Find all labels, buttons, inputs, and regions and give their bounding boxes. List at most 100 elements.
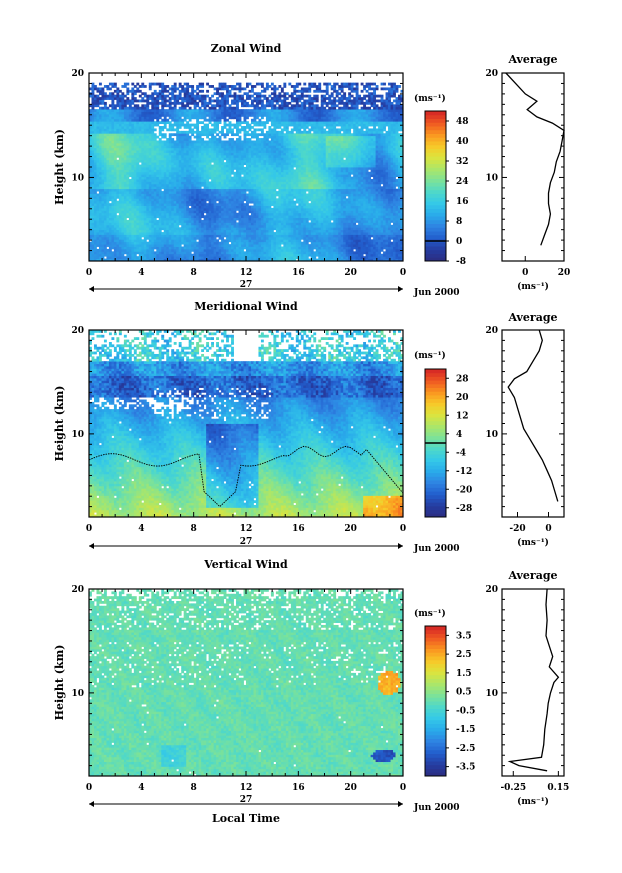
heatmap-cell	[154, 247, 157, 250]
heatmap-cell	[149, 234, 152, 237]
heatmap-cell	[288, 247, 291, 250]
heatmap-cell	[276, 256, 279, 259]
heatmap-cell	[363, 237, 366, 240]
heatmap-cell	[391, 244, 394, 247]
heatmap-cell	[341, 234, 344, 237]
heatmap-cell	[301, 256, 304, 259]
heatmap-cell	[338, 247, 341, 250]
heatmap-cell	[328, 256, 331, 259]
heatmap-cell	[248, 239, 251, 242]
heatmap-cell	[119, 234, 122, 237]
zonal-title: Zonal Wind	[211, 42, 282, 55]
heatmap-cell	[326, 244, 329, 247]
heatmap-cell	[361, 254, 364, 257]
heatmap-cell	[388, 249, 391, 252]
heatmap-cell	[111, 234, 114, 237]
heatmap-cell	[114, 251, 117, 254]
heatmap-cell	[94, 254, 97, 257]
heatmap-cell	[151, 251, 154, 254]
heatmap-cell	[139, 242, 142, 245]
heatmap-cell	[393, 242, 396, 245]
heatmap-cell	[391, 254, 394, 257]
heatmap-cell	[159, 239, 162, 242]
heatmap-cell	[346, 247, 349, 250]
heatmap-cell	[219, 254, 222, 257]
heatmap-cell	[273, 254, 276, 257]
heatmap-cell	[358, 244, 361, 247]
heatmap-cell	[261, 237, 264, 240]
heatmap-cell	[189, 237, 192, 240]
heatmap-cell	[338, 256, 341, 259]
heatmap-cell	[376, 237, 379, 240]
heatmap-cell	[353, 242, 356, 245]
heatmap-cell	[119, 249, 122, 252]
heatmap-cell	[261, 249, 264, 252]
heatmap-cell	[154, 254, 157, 257]
heatmap-cell	[146, 247, 149, 250]
heatmap-cell	[353, 251, 356, 254]
heatmap-cell	[194, 247, 197, 250]
heatmap-cell	[383, 242, 386, 245]
heatmap-cell	[106, 237, 109, 240]
heatmap-cell	[146, 249, 149, 252]
heatmap-cell	[331, 239, 334, 242]
heatmap-cell	[116, 239, 119, 242]
heatmap-cell	[176, 242, 179, 245]
heatmap-cell	[303, 242, 306, 245]
heatmap-cell	[248, 237, 251, 240]
heatmap-cell	[181, 247, 184, 250]
heatmap-cell	[226, 239, 229, 242]
heatmap-cell	[199, 254, 202, 257]
heatmap-cell	[261, 244, 264, 247]
heatmap-cell	[159, 251, 162, 254]
heatmap-cell	[248, 254, 251, 257]
heatmap-cell	[281, 254, 284, 257]
heatmap-cell	[303, 251, 306, 254]
heatmap-cell	[256, 234, 259, 237]
heatmap-cell	[171, 237, 174, 240]
heatmap-cell	[263, 247, 266, 250]
heatmap-cell	[293, 256, 296, 259]
heatmap-cell	[239, 237, 242, 240]
heatmap-cell	[366, 249, 369, 252]
heatmap-cell	[373, 256, 376, 259]
heatmap-cell	[159, 254, 162, 257]
heatmap-cell	[318, 244, 321, 247]
heatmap-cell	[286, 237, 289, 240]
heatmap-cell	[241, 239, 244, 242]
heatmap-cell	[221, 239, 224, 242]
heatmap-cell	[348, 237, 351, 240]
heatmap-cell	[298, 247, 301, 250]
heatmap-cell	[363, 242, 366, 245]
heatmap-cell	[368, 249, 371, 252]
heatmap-cell	[201, 239, 204, 242]
heatmap-cell	[216, 242, 219, 245]
heatmap-cell	[321, 242, 324, 245]
heatmap-cell	[373, 249, 376, 252]
heatmap-cell	[181, 256, 184, 259]
heatmap-cell	[331, 242, 334, 245]
heatmap-cell	[119, 254, 122, 257]
heatmap-cell	[343, 247, 346, 250]
heatmap-cell	[371, 249, 374, 252]
heatmap-cell	[231, 251, 234, 254]
heatmap-cell	[239, 239, 242, 242]
heatmap-cell	[396, 237, 399, 240]
heatmap-cell	[306, 251, 309, 254]
heatmap-cell	[353, 237, 356, 240]
heatmap-cell	[253, 244, 256, 247]
heatmap-cell	[378, 247, 381, 250]
heatmap-cell	[388, 247, 391, 250]
heatmap-cell	[298, 251, 301, 254]
heatmap-cell	[214, 244, 217, 247]
heatmap-cell	[136, 234, 139, 237]
heatmap-cell	[381, 239, 384, 242]
heatmap-cell	[266, 237, 269, 240]
heatmap-cell	[214, 256, 217, 259]
heatmap-cell	[396, 242, 399, 245]
heatmap-cell	[261, 234, 264, 237]
heatmap-cell	[109, 234, 112, 237]
heatmap-cell	[313, 254, 316, 257]
heatmap-cell	[266, 239, 269, 242]
heatmap-cell	[313, 256, 316, 259]
